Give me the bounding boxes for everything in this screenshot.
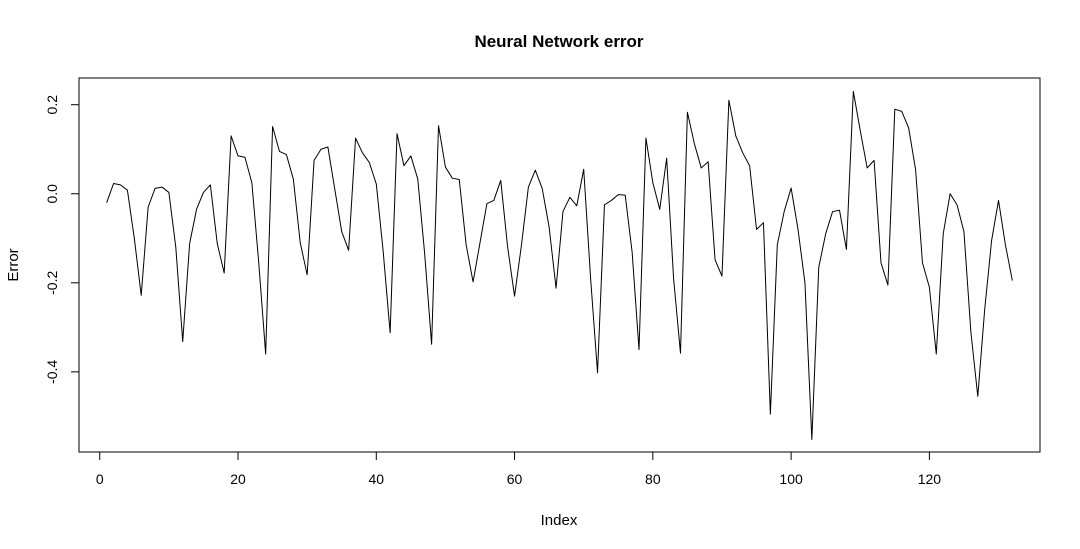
series-line — [106, 90, 1013, 441]
x-tick-label: 20 — [230, 471, 246, 487]
x-tick-label: 40 — [368, 471, 384, 487]
y-tick-label: 0.2 — [44, 95, 60, 115]
y-axis-label: Error — [5, 248, 22, 281]
x-axis: 0 20 40 60 80 100 120 — [96, 451, 942, 487]
x-tick-label: 60 — [507, 471, 523, 487]
y-axis: -0.4 -0.2 0.0 0.2 — [44, 95, 80, 384]
series-layer — [106, 90, 1013, 441]
x-tick-label: 80 — [645, 471, 661, 487]
y-tick-label: -0.2 — [44, 271, 60, 295]
y-tick-label: -0.4 — [44, 360, 60, 384]
x-tick-label: 0 — [96, 471, 104, 487]
x-axis-label: Index — [541, 512, 578, 529]
y-tick-label: 0.0 — [44, 184, 60, 204]
x-tick-label: 120 — [918, 471, 942, 487]
chart-title: Neural Network error — [474, 32, 643, 51]
plot-frame — [78, 77, 1041, 453]
x-tick-label: 100 — [779, 471, 803, 487]
